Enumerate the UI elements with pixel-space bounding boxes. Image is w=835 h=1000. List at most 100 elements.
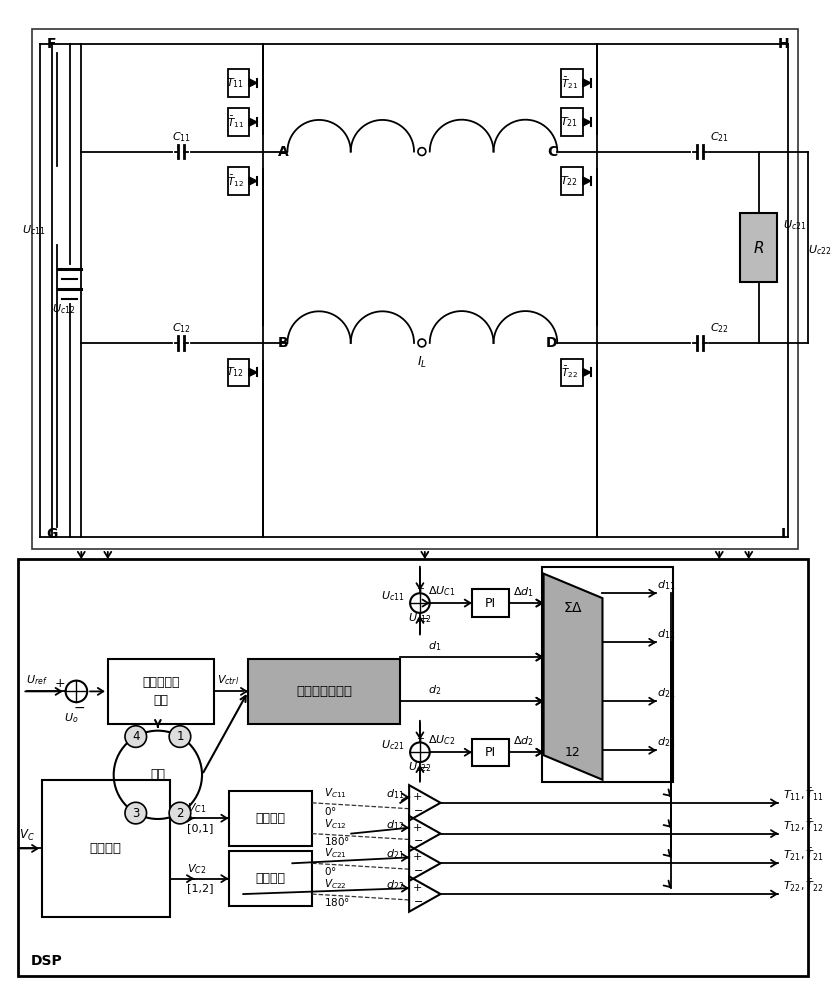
Text: $\Delta U_{C1}$: $\Delta U_{C1}$ xyxy=(428,584,455,598)
Text: $U_{c11}$: $U_{c11}$ xyxy=(381,589,404,603)
Polygon shape xyxy=(249,118,257,126)
Text: F: F xyxy=(47,37,57,51)
Text: +: + xyxy=(416,734,424,744)
Circle shape xyxy=(125,802,147,824)
Circle shape xyxy=(418,339,426,347)
Text: $I_L$: $I_L$ xyxy=(417,355,427,370)
Text: $V_C$: $V_C$ xyxy=(19,828,35,843)
Text: B: B xyxy=(277,336,288,350)
Text: $U_{c21}$: $U_{c21}$ xyxy=(783,218,807,232)
Polygon shape xyxy=(583,177,590,185)
Text: $T_{21}$: $T_{21}$ xyxy=(560,115,578,129)
Text: $d_{12}$: $d_{12}$ xyxy=(657,628,676,641)
Text: 12: 12 xyxy=(565,746,581,759)
Text: 模态: 模态 xyxy=(150,768,165,781)
Polygon shape xyxy=(583,118,590,126)
Circle shape xyxy=(418,148,426,155)
Text: $-$: $-$ xyxy=(412,895,423,905)
Text: $U_o$: $U_o$ xyxy=(64,711,78,725)
Text: $d_{21}$: $d_{21}$ xyxy=(657,686,676,700)
Text: $U_{c11}$: $U_{c11}$ xyxy=(23,223,46,237)
Text: PI: PI xyxy=(485,597,496,610)
Bar xyxy=(33,29,797,549)
Text: 4: 4 xyxy=(132,730,139,743)
Circle shape xyxy=(170,726,190,747)
Text: $\bar{T}_{11}$: $\bar{T}_{11}$ xyxy=(227,114,244,130)
Text: $d_1$: $d_1$ xyxy=(428,639,441,653)
Bar xyxy=(229,791,312,846)
Text: $180°$: $180°$ xyxy=(324,835,350,847)
Bar xyxy=(542,567,673,782)
Text: 2: 2 xyxy=(176,807,184,820)
Polygon shape xyxy=(544,574,603,780)
Bar xyxy=(740,213,777,282)
Text: $\bar{T}_{22}$: $\bar{T}_{22}$ xyxy=(560,364,578,380)
Text: 制器: 制器 xyxy=(154,694,169,707)
Polygon shape xyxy=(249,177,257,185)
Bar xyxy=(228,167,249,195)
Bar xyxy=(229,851,312,906)
Text: $V_{C21}$: $V_{C21}$ xyxy=(324,847,347,860)
Text: $T_{12}$: $T_{12}$ xyxy=(226,366,245,379)
Text: $\bar{T}_{21}$: $\bar{T}_{21}$ xyxy=(560,75,578,91)
Text: H: H xyxy=(777,37,789,51)
Text: $0°$: $0°$ xyxy=(324,805,337,817)
Text: I: I xyxy=(781,527,786,541)
Bar xyxy=(561,108,583,136)
Text: $\Delta d_1$: $\Delta d_1$ xyxy=(513,585,534,599)
Text: $d_{12}$: $d_{12}$ xyxy=(387,818,404,832)
Text: $U_{c12}$: $U_{c12}$ xyxy=(52,302,75,316)
Bar xyxy=(228,108,249,136)
Text: $180°$: $180°$ xyxy=(324,896,350,908)
Text: C: C xyxy=(547,145,557,159)
Text: $T_{22}$: $T_{22}$ xyxy=(560,174,578,188)
Text: $d_{11}$: $d_{11}$ xyxy=(387,787,404,801)
Text: PI: PI xyxy=(485,746,496,759)
Circle shape xyxy=(125,726,147,747)
Text: 1: 1 xyxy=(176,730,184,743)
Bar xyxy=(561,359,583,386)
Text: $-$: $-$ xyxy=(412,834,423,844)
Text: $-$: $-$ xyxy=(73,700,85,714)
Polygon shape xyxy=(249,79,257,87)
Text: 输出电压控: 输出电压控 xyxy=(142,676,180,689)
Text: $-$: $-$ xyxy=(419,761,429,771)
Bar xyxy=(248,659,400,724)
Bar xyxy=(108,659,214,724)
Text: $C_{12}$: $C_{12}$ xyxy=(172,321,191,335)
Bar xyxy=(561,69,583,97)
Text: G: G xyxy=(46,527,58,541)
Text: +: + xyxy=(54,677,65,690)
Text: 多模态平滑控制: 多模态平滑控制 xyxy=(296,685,352,698)
Polygon shape xyxy=(583,368,590,376)
Text: 载波层叠: 载波层叠 xyxy=(90,842,122,855)
Polygon shape xyxy=(249,368,257,376)
Text: $\Delta U_{C2}$: $\Delta U_{C2}$ xyxy=(428,734,455,747)
Text: $V_{C2}$: $V_{C2}$ xyxy=(187,862,206,876)
Circle shape xyxy=(170,802,190,824)
Text: $U_{c21}$: $U_{c21}$ xyxy=(381,738,404,752)
Text: $d_{11}$: $d_{11}$ xyxy=(657,578,676,592)
Bar xyxy=(18,559,807,976)
Bar xyxy=(42,780,170,917)
Text: $d_{21}$: $d_{21}$ xyxy=(387,848,404,861)
Text: $V_{C12}$: $V_{C12}$ xyxy=(324,817,347,831)
Text: +: + xyxy=(413,852,423,862)
Bar xyxy=(472,739,509,766)
Text: 载波移相: 载波移相 xyxy=(256,872,286,885)
Text: +: + xyxy=(413,883,423,893)
Text: $\Sigma\Delta$: $\Sigma\Delta$ xyxy=(563,601,583,615)
Bar xyxy=(472,589,509,617)
Text: $V_{C11}$: $V_{C11}$ xyxy=(324,786,347,800)
Text: $V_{C1}$: $V_{C1}$ xyxy=(187,801,206,815)
Text: +: + xyxy=(413,792,423,802)
Text: $-$: $-$ xyxy=(419,612,429,622)
Text: $T_{22},\bar{T}_{22}$: $T_{22},\bar{T}_{22}$ xyxy=(783,878,824,894)
Text: $0°$: $0°$ xyxy=(324,865,337,877)
Text: +: + xyxy=(416,584,424,594)
Text: $U_{c12}$: $U_{c12}$ xyxy=(408,611,432,625)
Text: $-$: $-$ xyxy=(412,864,423,874)
Text: A: A xyxy=(277,145,288,159)
Text: [1,2]: [1,2] xyxy=(187,883,214,893)
Text: $d_{22}$: $d_{22}$ xyxy=(657,736,676,749)
